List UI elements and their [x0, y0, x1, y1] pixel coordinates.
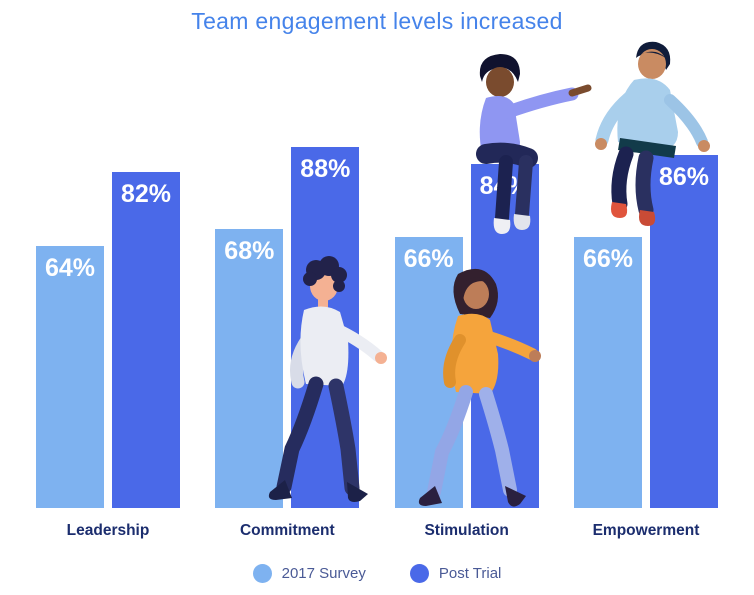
bar-value-label: 86%: [658, 163, 709, 192]
bar-pair: 66% 84%: [394, 163, 539, 508]
legend-swatch-icon: [252, 564, 272, 583]
bar-groups: 64% 82% Leadership 68% 88% Commitment 66% 84% St…: [36, 147, 718, 540]
bar-value-label: 66%: [403, 245, 454, 274]
category-label-commitment: Commitment: [239, 522, 335, 539]
bar-group-stimulation: 66% 84% Stimulation: [394, 163, 539, 540]
legend-label: Post Trial: [438, 565, 502, 582]
category-label-empowerment: Empowerment: [592, 522, 700, 539]
bar-stimulation-2017-survey: 66%: [394, 237, 463, 508]
legend-item-2017-survey: 2017 Survey: [252, 564, 366, 583]
bar-empowerment-post-trial: 86%: [649, 155, 718, 508]
legend-item-post-trial: Post Trial: [409, 564, 502, 583]
bar-leadership-post-trial: 82%: [112, 171, 180, 508]
bar-group-leadership: 64% 82% Leadership: [36, 171, 180, 540]
bar-value-label: 66%: [582, 245, 633, 274]
bar-group-commitment: 68% 88% Commitment: [215, 147, 360, 540]
bar-value-label: 84%: [479, 171, 530, 200]
bar-pair: 64% 82%: [36, 171, 180, 508]
category-label-leadership: Leadership: [66, 522, 150, 539]
bar-pair: 68% 88%: [215, 147, 360, 508]
bar-value-label: 64%: [44, 253, 96, 282]
bar-leadership-2017-survey: 64%: [36, 245, 104, 508]
bar-stimulation-post-trial: 84%: [470, 163, 539, 508]
legend-swatch-icon: [409, 564, 429, 583]
category-label-stimulation: Stimulation: [424, 522, 509, 539]
bar-pair: 66% 86%: [573, 155, 718, 508]
bar-value-label: 82%: [120, 179, 172, 208]
bar-value-label: 68%: [224, 237, 275, 266]
chart-legend: 2017 Survey Post Trial: [0, 564, 754, 583]
bar-group-empowerment: 66% 86% Empowerment: [573, 155, 718, 540]
chart-title: Team engagement levels increased: [191, 8, 563, 34]
bar-empowerment-2017-survey: 66%: [573, 237, 642, 508]
bar-commitment-post-trial: 88%: [291, 147, 360, 508]
legend-label: 2017 Survey: [281, 565, 366, 582]
bar-commitment-2017-survey: 68%: [215, 229, 284, 508]
bar-value-label: 88%: [300, 155, 351, 184]
